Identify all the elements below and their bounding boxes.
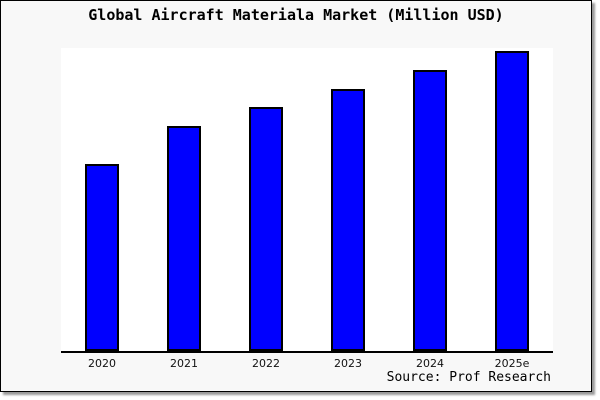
x-tick-2020: 2020 bbox=[88, 357, 116, 370]
bar-2021 bbox=[167, 126, 201, 351]
bar-2025e bbox=[495, 51, 529, 351]
x-axis-line bbox=[61, 351, 553, 353]
bar-2020 bbox=[85, 164, 119, 351]
chart-title: Global Aircraft Materiala Market (Millio… bbox=[88, 6, 504, 24]
bar-2022 bbox=[249, 107, 283, 351]
source-note: Source: Prof Research bbox=[386, 370, 551, 385]
x-tick-2024: 2024 bbox=[416, 357, 444, 370]
x-tick-2021: 2021 bbox=[170, 357, 198, 370]
x-tick-2023: 2023 bbox=[334, 357, 362, 370]
x-tick-2025e: 2025e bbox=[494, 357, 530, 370]
bar-2023 bbox=[331, 89, 365, 351]
bar-2024 bbox=[413, 70, 447, 351]
x-tick-2022: 2022 bbox=[252, 357, 280, 370]
plot-area bbox=[61, 48, 553, 351]
chart-frame: Global Aircraft Materiala Market (Millio… bbox=[0, 0, 592, 392]
